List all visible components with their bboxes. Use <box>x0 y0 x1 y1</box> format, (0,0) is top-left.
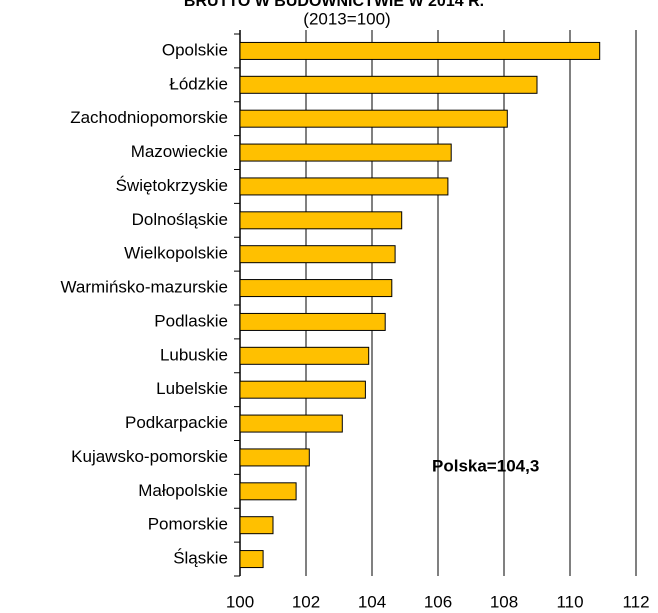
bar <box>239 211 403 230</box>
y-tick-label: Pomorskie <box>148 515 228 534</box>
x-tick-label: 100 <box>226 592 254 611</box>
x-tick-label: 106 <box>424 592 452 611</box>
y-tick-label: Wielkopolskie <box>124 244 228 263</box>
chart-subtitle: (2013=100) <box>303 9 390 28</box>
bar <box>239 75 538 94</box>
x-tick-label: 110 <box>556 592 583 611</box>
y-tick-label: Podkarpackie <box>125 413 228 432</box>
bar <box>239 143 452 162</box>
bar <box>239 177 449 196</box>
bar <box>239 516 274 535</box>
y-tick-label: Świętokrzyskie <box>116 176 228 195</box>
x-tick-label: 108 <box>490 592 518 611</box>
bar <box>239 41 601 60</box>
bar <box>239 380 366 399</box>
chart-title: BRUTTO W BUDOWNICTWIE W 2014 R. <box>184 0 484 10</box>
y-tick-label: Warmińsko-mazurskie <box>60 278 228 297</box>
x-tick-label: 104 <box>358 592 386 611</box>
y-tick-label: Zachodniopomorskie <box>70 108 228 127</box>
x-tick-label: 102 <box>292 592 320 611</box>
y-tick-label: Łódzkie <box>169 74 228 93</box>
bar <box>239 109 508 128</box>
y-tick-label: Małopolskie <box>138 481 228 500</box>
bar <box>239 346 370 365</box>
y-tick-label: Dolnośląskie <box>132 210 228 229</box>
y-tick-label: Mazowieckie <box>131 142 228 161</box>
bar <box>239 279 393 298</box>
y-tick-label: Kujawsko-pomorskie <box>71 447 228 466</box>
bar <box>239 312 386 331</box>
y-tick-label: Lubuskie <box>160 345 228 364</box>
y-tick-label: Lubelskie <box>156 379 228 398</box>
annotation: Polska=104,3 <box>432 456 539 475</box>
bar <box>239 482 297 501</box>
y-tick-label: Opolskie <box>162 40 228 59</box>
bar <box>239 414 343 433</box>
bar <box>239 448 310 467</box>
x-tick-label: 112 <box>622 592 649 611</box>
bar <box>239 550 264 569</box>
y-tick-label: Podlaskie <box>154 311 228 330</box>
bar <box>239 245 396 264</box>
y-tick-label: Śląskie <box>173 549 228 568</box>
